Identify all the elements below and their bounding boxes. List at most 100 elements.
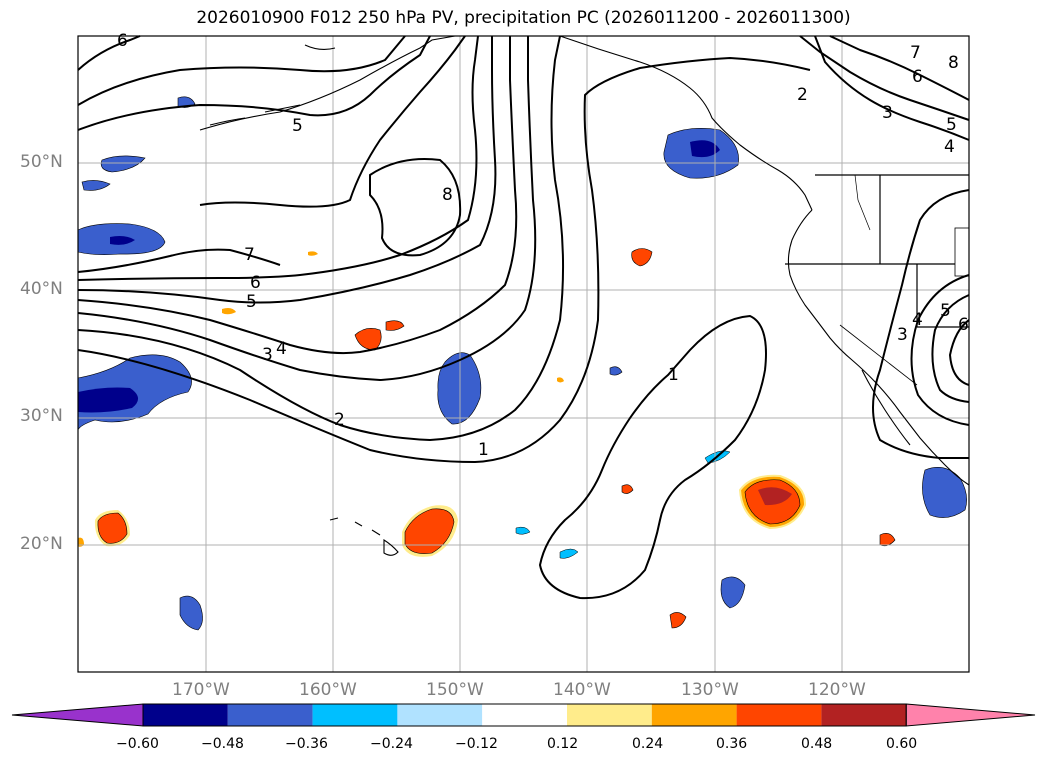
colorbar-tick: −0.60 [116, 736, 159, 752]
lon-label-160w: 160°W [299, 680, 357, 700]
state-border [854, 174, 871, 231]
north-america-west-coast [787, 209, 970, 486]
contour-8-closed [369, 158, 462, 257]
contour-label: 6 [250, 273, 261, 293]
contour-label: 6 [117, 31, 128, 51]
neg-anomaly-south-hawaii [179, 595, 203, 631]
colorbar-tick: 0.24 [632, 736, 664, 752]
contour-label: 6 [958, 315, 969, 335]
pos-anomaly-small [222, 308, 236, 315]
lat-label-30n: 30°N [20, 406, 63, 426]
neg-anomaly-small [100, 155, 146, 173]
colorbar-tick: 0.60 [886, 736, 918, 752]
contour-east-2 [799, 35, 970, 121]
colorbar-tick: −0.48 [201, 736, 244, 752]
contour-east-low-1 [910, 274, 970, 426]
colorbar-extend-high [905, 703, 1036, 727]
contour-3 [77, 36, 537, 382]
contour-label: 8 [442, 185, 453, 205]
contour-label: 1 [478, 440, 489, 460]
contour-label: 1 [668, 365, 679, 385]
lat-label-50n: 50°N [20, 152, 63, 172]
contour-east-3 [814, 35, 970, 141]
colorbar-tick: −0.36 [285, 736, 328, 752]
contour-2 [77, 35, 565, 442]
alaska-peninsula-coast [199, 35, 456, 131]
contour-label: 2 [334, 410, 345, 430]
lat-label-20n: 20°N [20, 534, 63, 554]
colorbar-segment [482, 704, 567, 726]
neg-anomaly-core [78, 387, 139, 413]
alaska-coast [559, 35, 813, 211]
contour-label: 6 [912, 67, 923, 87]
contour-label: 3 [262, 345, 273, 365]
contour-label: 5 [292, 116, 303, 136]
contour-1-closed [538, 314, 767, 600]
neg-anomaly-small [720, 576, 746, 609]
neg-anomaly-light [559, 548, 579, 559]
neg-anomaly-small [81, 180, 111, 191]
neg-anomaly-core [110, 236, 135, 245]
colorbar-frame [142, 703, 907, 727]
contour-label: 5 [940, 301, 951, 321]
pv-contours [77, 35, 970, 600]
lat-label-40n: 40°N [20, 279, 63, 299]
contour-top-left [77, 35, 141, 71]
contour-labels: 6 5 8 7 6 5 4 3 2 1 1 2 3 4 5 6 7 8 3 4 … [117, 31, 969, 460]
contour-4 [77, 36, 518, 355]
map-plot-area [78, 36, 969, 672]
lon-label-120w: 120°W [808, 680, 866, 700]
neg-anomaly-core [690, 140, 720, 158]
lon-label-140w: 140°W [553, 680, 611, 700]
colorbar-tick: −0.12 [455, 736, 498, 752]
colorbar-tick: 0.48 [801, 736, 833, 752]
colorbar-segment [821, 704, 907, 726]
aleutian-islands [209, 44, 336, 126]
baja-california [861, 369, 911, 446]
colorbar-segment [651, 704, 737, 726]
colorbar-extend-low [11, 703, 144, 727]
contour-label: 4 [276, 339, 287, 359]
precipitation-shading [77, 96, 967, 631]
pos-anomaly-small [631, 248, 653, 267]
pos-anomaly-small [557, 377, 564, 383]
colorbar-segment [397, 704, 483, 726]
graticule [78, 36, 969, 672]
colorbar-segment [567, 704, 652, 726]
contour-east-low-2 [931, 294, 970, 403]
state-border [839, 324, 918, 386]
contour-east-ridge [872, 189, 970, 459]
colorbar-segment [312, 704, 398, 726]
contour-label: 3 [882, 103, 893, 123]
colorbar-tick: −0.24 [370, 736, 413, 752]
contour-northwest [77, 35, 431, 131]
colorbar-segment [227, 704, 313, 726]
contour-label: 5 [246, 292, 257, 312]
colorbar-segment [143, 704, 228, 726]
colorbar-tick: 0.36 [716, 736, 748, 752]
contour-label: 8 [948, 53, 959, 73]
hawaii-islands [329, 517, 399, 556]
pos-anomaly-small [308, 251, 318, 256]
pos-anomaly-small [669, 612, 687, 629]
contour-label: 7 [910, 43, 921, 63]
contour-label: 5 [946, 115, 957, 135]
colorbar [11, 703, 1036, 727]
colorbar-segment [736, 704, 822, 726]
contour-label: 4 [944, 137, 955, 157]
pos-anomaly-west-core [97, 512, 128, 544]
contour-1 [77, 56, 811, 464]
coastlines [199, 35, 970, 556]
contour-label: 4 [912, 310, 923, 330]
neg-anomaly-light [515, 526, 531, 535]
contour-east-1 [829, 35, 970, 101]
pos-anomaly-hawaii-core [404, 508, 455, 554]
pos-anomaly-east-max [758, 487, 792, 506]
contour-label: 3 [897, 325, 908, 345]
contour-7 [77, 35, 466, 273]
political-borders [785, 174, 970, 386]
neg-anomaly-small [609, 366, 623, 376]
pos-anomaly-small [621, 484, 634, 494]
contour-east-low-3 [948, 319, 970, 386]
